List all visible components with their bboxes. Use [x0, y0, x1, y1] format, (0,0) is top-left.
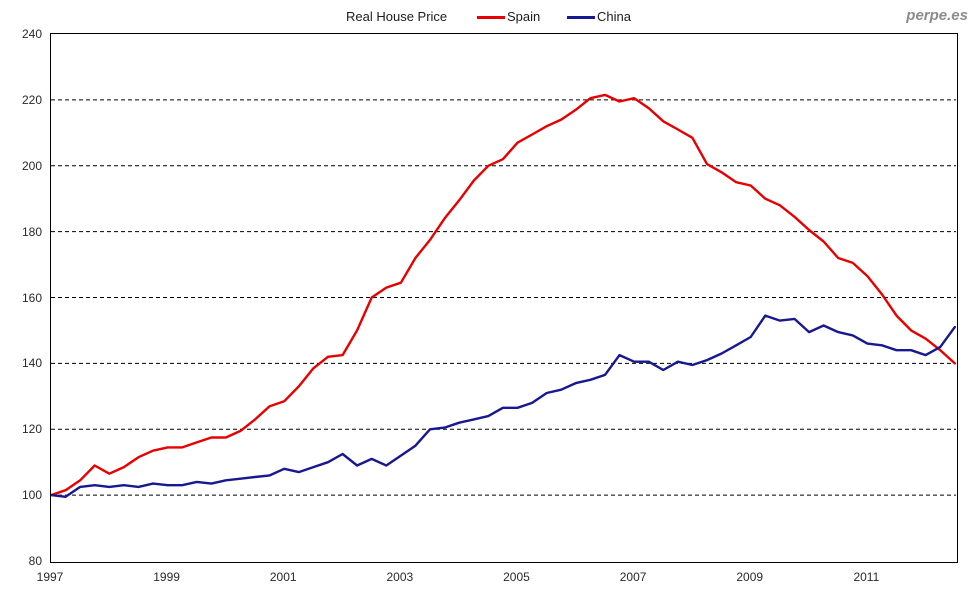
y-tick-label-80: 80	[28, 554, 42, 568]
spain-line	[51, 93, 956, 497]
legend-label-china: China	[597, 9, 631, 24]
x-tick-label-2009: 2009	[736, 570, 764, 584]
watermark: perpe.es	[906, 7, 968, 24]
x-tick-label-1999: 1999	[153, 570, 180, 584]
chart-title: Real House Price	[346, 9, 448, 24]
spain-line-swatch-icon	[477, 15, 505, 19]
y-tick-label-220: 220	[21, 92, 42, 107]
y-tick-label-200: 200	[21, 158, 42, 173]
china-line-swatch-icon	[567, 15, 595, 19]
x-tick-label-2011: 2011	[853, 570, 880, 584]
china-line	[51, 314, 956, 498]
y-tick-label-160: 160	[21, 290, 42, 305]
legend-item-spain: Spain	[477, 9, 540, 25]
y-tick-label-100: 100	[21, 488, 42, 503]
x-tick-label-2005: 2005	[503, 570, 530, 584]
y-tick-label-240: 240	[21, 27, 42, 41]
legend-item-china: China	[567, 9, 631, 25]
legend-label-spain: Spain	[507, 9, 541, 24]
plot-svg	[51, 93, 956, 498]
x-tick-label-2003: 2003	[386, 570, 414, 584]
x-tick-label-1997: 1997	[36, 570, 64, 584]
plot-area	[50, 33, 958, 563]
y-tick-label-180: 180	[21, 224, 42, 239]
y-tick-label-140: 140	[21, 356, 42, 371]
x-tick-label-2001: 2001	[269, 570, 297, 584]
y-tick-label-120: 120	[21, 422, 42, 437]
x-tick-label-2007: 2007	[619, 570, 647, 584]
